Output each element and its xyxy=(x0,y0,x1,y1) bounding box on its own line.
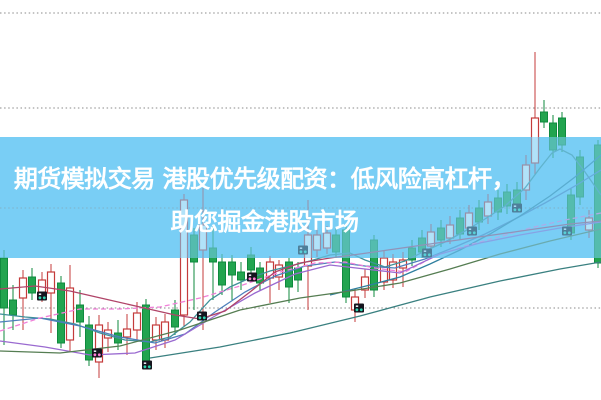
pattern-marker xyxy=(467,227,477,236)
pattern-marker xyxy=(298,246,308,255)
pattern-marker xyxy=(247,272,257,282)
candle xyxy=(360,269,370,298)
candle xyxy=(228,255,236,300)
candle xyxy=(438,220,445,247)
candle xyxy=(419,230,426,258)
candle xyxy=(122,314,132,355)
pattern-marker xyxy=(354,303,364,313)
pattern-marker xyxy=(562,227,572,236)
candle xyxy=(333,228,340,258)
pattern-marker xyxy=(142,360,152,370)
candle xyxy=(568,188,575,240)
candle xyxy=(504,184,511,214)
candle xyxy=(76,290,84,337)
candle xyxy=(46,264,56,333)
candle xyxy=(495,190,502,220)
ma-pink xyxy=(0,212,601,332)
candle xyxy=(57,276,65,348)
candle xyxy=(428,224,435,253)
candle xyxy=(447,216,454,244)
candle xyxy=(476,200,483,230)
promo-banner xyxy=(0,137,601,258)
candle xyxy=(171,300,179,335)
pattern-marker xyxy=(37,291,47,301)
candle xyxy=(514,182,521,212)
ma-teal-slow xyxy=(149,261,601,359)
candle xyxy=(294,262,302,292)
candle xyxy=(485,194,492,224)
candle xyxy=(466,205,473,236)
candle xyxy=(65,265,75,352)
pattern-marker xyxy=(512,204,522,213)
candle xyxy=(577,150,584,205)
candle xyxy=(9,285,17,330)
candle xyxy=(85,316,93,366)
candle xyxy=(237,262,245,290)
candle xyxy=(457,210,464,240)
candle xyxy=(285,258,293,303)
candle xyxy=(523,155,530,200)
pattern-marker xyxy=(422,249,432,258)
candle xyxy=(94,315,104,378)
candle xyxy=(324,226,331,254)
candle xyxy=(218,254,226,295)
candle xyxy=(314,228,321,257)
candle xyxy=(586,210,593,238)
candle xyxy=(28,268,36,300)
candle xyxy=(18,270,28,330)
pattern-marker xyxy=(92,348,102,358)
pattern-marker xyxy=(197,311,207,321)
candle xyxy=(540,100,548,128)
